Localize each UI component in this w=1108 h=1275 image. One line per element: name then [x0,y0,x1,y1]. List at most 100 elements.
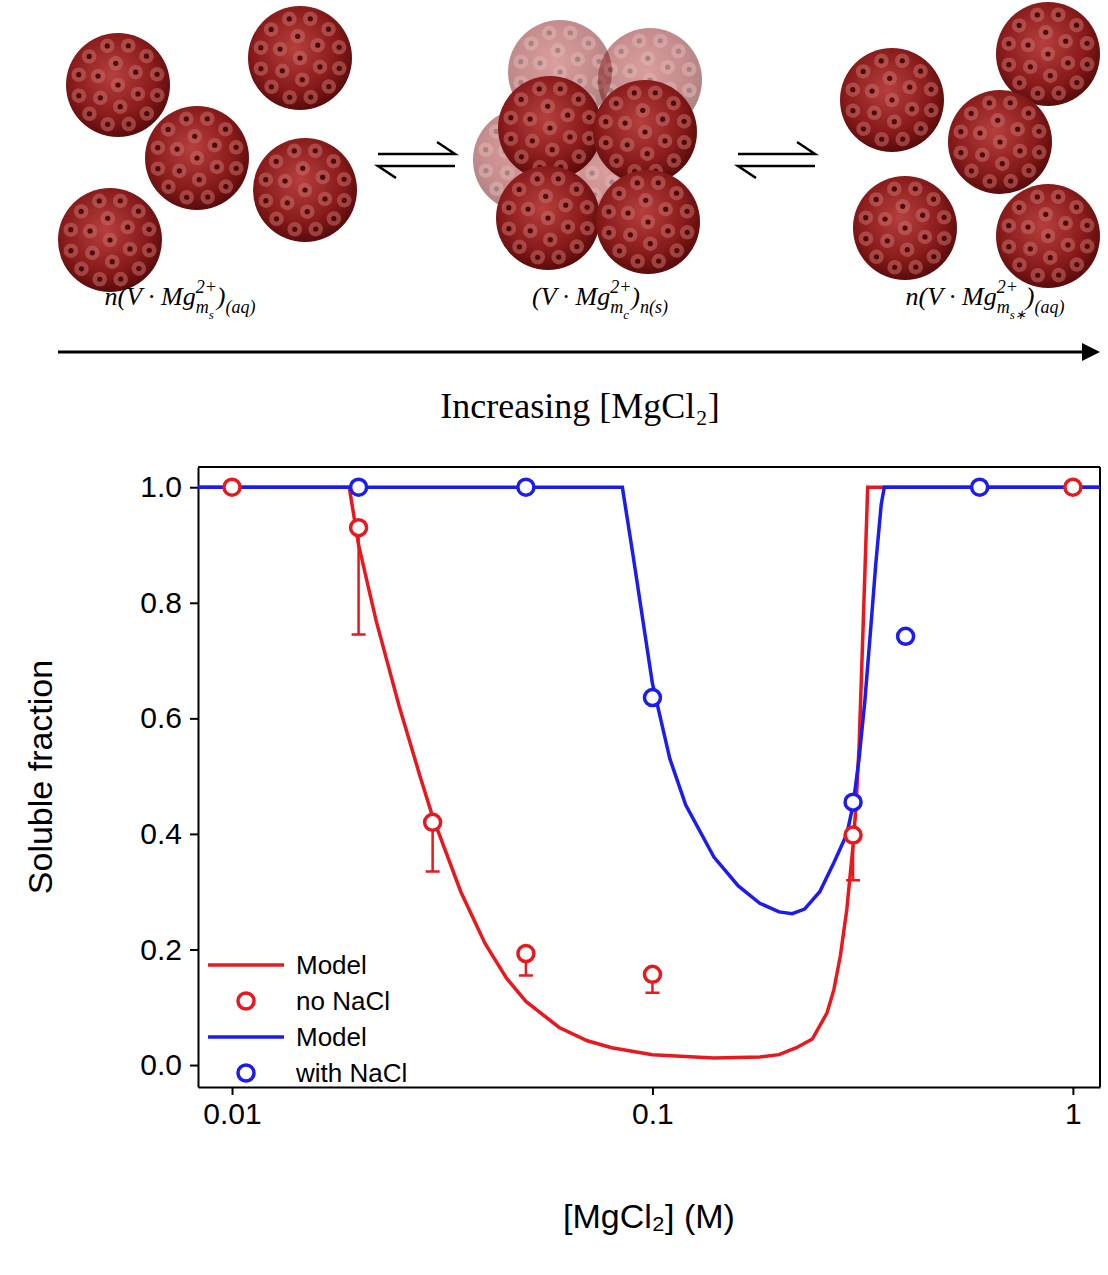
capsomer [161,122,176,137]
capsomer [1051,189,1066,204]
legend-entry: Model [208,1022,367,1052]
capsomer [1070,75,1085,90]
capsomer-core [287,16,292,21]
capsomer-core [887,76,892,81]
capsomer [601,204,616,219]
capsomer-core [606,230,611,235]
virus-particle [248,6,352,110]
capsomer-core [274,159,279,164]
capsomer-core [1085,41,1090,46]
virus-particle [58,188,162,292]
equilibrium-arrows [378,142,455,178]
virus-particle [496,166,600,270]
capsomer-core [342,198,347,203]
capsomer-core [942,215,947,220]
capsomer [1070,257,1085,272]
legend-label: Model [296,950,367,980]
capsomer [123,242,138,257]
capsomer-core [662,138,667,143]
capsomer-core [258,66,263,71]
virus-body [253,138,357,242]
capsomer [623,64,638,79]
label-part: s∗ [1010,307,1026,322]
capsomer [533,56,548,71]
capsomer [287,144,302,159]
capsomer [524,36,539,51]
capsomer-core [263,177,268,182]
capsomer [82,107,97,122]
capsomer [542,26,557,41]
capsomer [908,181,923,196]
capsomer [308,143,323,158]
capsomer-core [308,95,313,100]
capsomer-core [685,209,690,214]
capsomer [82,49,97,64]
capsomer [887,260,902,275]
capsomer [1069,200,1084,215]
capsomer-core [1037,129,1042,134]
capsomer-core [87,54,92,59]
capsomer-core [331,159,336,164]
capsomer-core [326,27,331,32]
capsomer [653,33,668,48]
capsomer [308,222,323,237]
capsomer-core [587,136,592,141]
error-bar [352,528,366,635]
capsomer-core [184,116,189,121]
legend-entry: no NaCl [238,986,390,1016]
capsomer [599,135,614,150]
capsomer-core [918,126,923,131]
legend-label: no NaCl [296,986,390,1016]
capsomer [1003,174,1018,189]
capsomer-core [269,84,274,89]
capsomer-core [269,27,274,32]
capsomer [1051,268,1066,283]
capsomer-core [913,186,918,191]
equilibrium-arrows [738,142,815,178]
capsomer [1021,106,1036,121]
capsomer-core [95,73,100,78]
capsomer-core [518,59,523,64]
label-part: m [610,297,623,317]
capsomer [602,225,617,240]
capsomer-core [97,198,102,203]
y-tick-mark [190,1065,198,1067]
capsomer [880,234,895,249]
state-label: n(V · Mg2+ms)(aq) [104,277,255,322]
capsomer-core [1015,127,1020,132]
capsomer [927,249,942,264]
capsomer-core [525,206,530,211]
capsomer-core [879,137,884,142]
capsomer [651,254,666,269]
capsomer [1030,86,1045,101]
capsomer-core [147,248,152,253]
capsomer-core [874,254,879,259]
capsomer-core [530,138,535,143]
capsomer [1022,163,1037,178]
capsomer [139,49,154,64]
capsomer-core [300,166,305,171]
capsomer-core [643,198,648,203]
legend-line [208,963,284,967]
y-tick: 0.8 [140,586,198,619]
capsomer-core [508,136,513,141]
capsomer [282,12,297,27]
capsomer [865,84,880,99]
label-part: c [623,307,629,322]
capsomer-core [558,86,563,91]
capsomer-core [682,119,687,124]
increase-arrow [58,351,1086,354]
capsomer [259,193,274,208]
capsomer-core [585,205,590,210]
capsomer-core [642,129,647,134]
capsomer [914,121,929,136]
capsomer-core [653,90,658,95]
capsomer [512,182,527,197]
capsomer-core [214,164,219,169]
capsomer [632,34,647,49]
capsomer-core [1006,41,1011,46]
capsomer [264,22,279,37]
capsomer [327,211,342,226]
capsomer-core [308,16,313,21]
capsomer [313,60,328,75]
